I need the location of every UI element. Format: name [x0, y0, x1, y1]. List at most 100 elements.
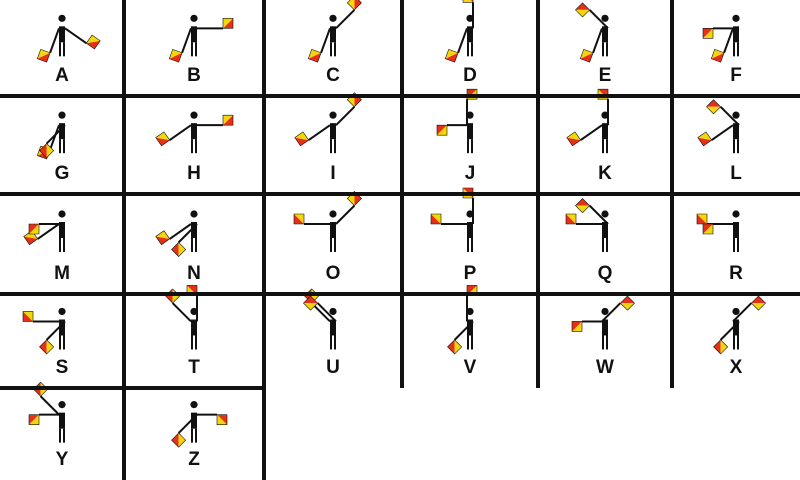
- semaphore-figure: [171, 401, 228, 448]
- semaphore-cell-r: R: [672, 194, 800, 294]
- figure-head: [58, 307, 66, 316]
- figure-arm: [49, 27, 60, 54]
- figure-arm: [169, 223, 192, 240]
- figure-arm: [601, 302, 622, 323]
- semaphore-flag-icon: [216, 414, 228, 425]
- letter-label: O: [325, 263, 341, 284]
- semaphore-flag-icon: [303, 295, 319, 311]
- figure-leg: [467, 42, 469, 57]
- figure-head: [58, 210, 66, 218]
- letter-label: F: [730, 65, 742, 86]
- semaphore-flag-icon: [307, 48, 322, 63]
- figure-leg: [733, 42, 735, 57]
- figure-leg: [471, 139, 473, 154]
- figure-leg: [191, 335, 193, 350]
- figure-torso: [467, 26, 473, 43]
- figure-head: [732, 111, 740, 119]
- figure-torso: [330, 222, 336, 238]
- semaphore-figure: [22, 307, 66, 355]
- semaphore-flag-icon: [702, 28, 714, 39]
- semaphore-flag-icon: [579, 48, 594, 63]
- semaphore-cell-c: C: [264, 0, 402, 96]
- semaphore-figure: [23, 210, 66, 252]
- letter-label: B: [187, 65, 201, 86]
- figure-head: [58, 111, 66, 119]
- semaphore-flag-icon: [36, 48, 51, 63]
- figure-leg: [334, 238, 336, 252]
- semaphore-figure: [444, 0, 474, 63]
- semaphore-flag-icon: [293, 213, 305, 225]
- letter-label: D: [463, 65, 477, 86]
- figure-leg: [606, 139, 608, 154]
- figure-torso: [59, 26, 65, 43]
- figure-torso: [59, 222, 65, 238]
- semaphore-cell-y: Y: [0, 381, 124, 480]
- figure-arm: [316, 302, 337, 323]
- figure-arm: [64, 27, 87, 45]
- grid-horizontal-line: [0, 386, 264, 390]
- letter-label: V: [463, 357, 477, 378]
- figure-head: [329, 14, 337, 22]
- semaphore-flag-icon: [462, 0, 474, 3]
- figure-leg: [59, 335, 61, 350]
- grid-horizontal-line: [0, 94, 800, 98]
- figure-leg: [195, 238, 197, 252]
- figure-arm: [453, 320, 474, 341]
- figure-leg: [63, 42, 65, 57]
- semaphore-cell-d: D: [402, 0, 538, 96]
- figure-head: [190, 401, 198, 409]
- figure-arm: [320, 27, 331, 54]
- figure-torso: [191, 123, 197, 140]
- figure-torso: [733, 26, 739, 43]
- figure-leg: [737, 238, 739, 252]
- figure-arm: [719, 106, 740, 126]
- semaphore-flag-icon: [39, 339, 55, 355]
- letter-label: A: [55, 65, 69, 86]
- semaphore-flag-icon: [750, 295, 766, 311]
- semaphore-cell-l: L: [672, 96, 800, 194]
- figure-head: [329, 111, 337, 119]
- figure-leg: [471, 335, 473, 350]
- figure-leg: [737, 139, 739, 154]
- semaphore-cell-v: V: [402, 285, 538, 388]
- semaphore-flag-icon: [575, 198, 591, 214]
- semaphore-figure: [702, 14, 740, 63]
- semaphore-cell-z: Z: [124, 388, 264, 480]
- figure-torso: [191, 222, 197, 238]
- letter-label: T: [188, 357, 200, 378]
- semaphore-figure: [155, 210, 198, 257]
- letter-label: M: [54, 263, 70, 284]
- semaphore-flag-icon: [575, 2, 591, 18]
- figure-head: [732, 14, 740, 22]
- figure-leg: [602, 335, 604, 350]
- letter-label: N: [187, 263, 201, 284]
- figure-leg: [191, 42, 193, 57]
- semaphore-figure: [713, 295, 766, 355]
- figure-torso: [330, 319, 336, 336]
- figure-arm: [335, 204, 356, 225]
- figure-torso: [59, 412, 65, 429]
- semaphore-flag-icon: [571, 321, 583, 332]
- letter-label: G: [54, 163, 70, 184]
- semaphore-figure: [565, 198, 609, 252]
- figure-leg: [195, 335, 197, 350]
- semaphore-flag-icon: [171, 432, 187, 448]
- figure-torso: [191, 319, 197, 336]
- semaphore-flag-icon: [85, 34, 101, 50]
- figure-torso: [191, 412, 197, 429]
- figure-head: [601, 210, 609, 218]
- figure-torso: [330, 123, 336, 140]
- letter-label: E: [598, 65, 612, 86]
- semaphore-cell-m: M: [0, 194, 124, 294]
- figure-torso: [602, 26, 608, 43]
- letter-label: H: [187, 163, 201, 184]
- figure-arm: [732, 302, 753, 323]
- letter-label: K: [598, 163, 612, 184]
- figure-arm: [588, 9, 609, 30]
- figure-torso: [59, 319, 65, 336]
- semaphore-cell-u: U: [264, 288, 402, 388]
- semaphore-flag-icon: [710, 48, 725, 63]
- figure-arm: [711, 124, 734, 141]
- semaphore-figure: [307, 0, 362, 63]
